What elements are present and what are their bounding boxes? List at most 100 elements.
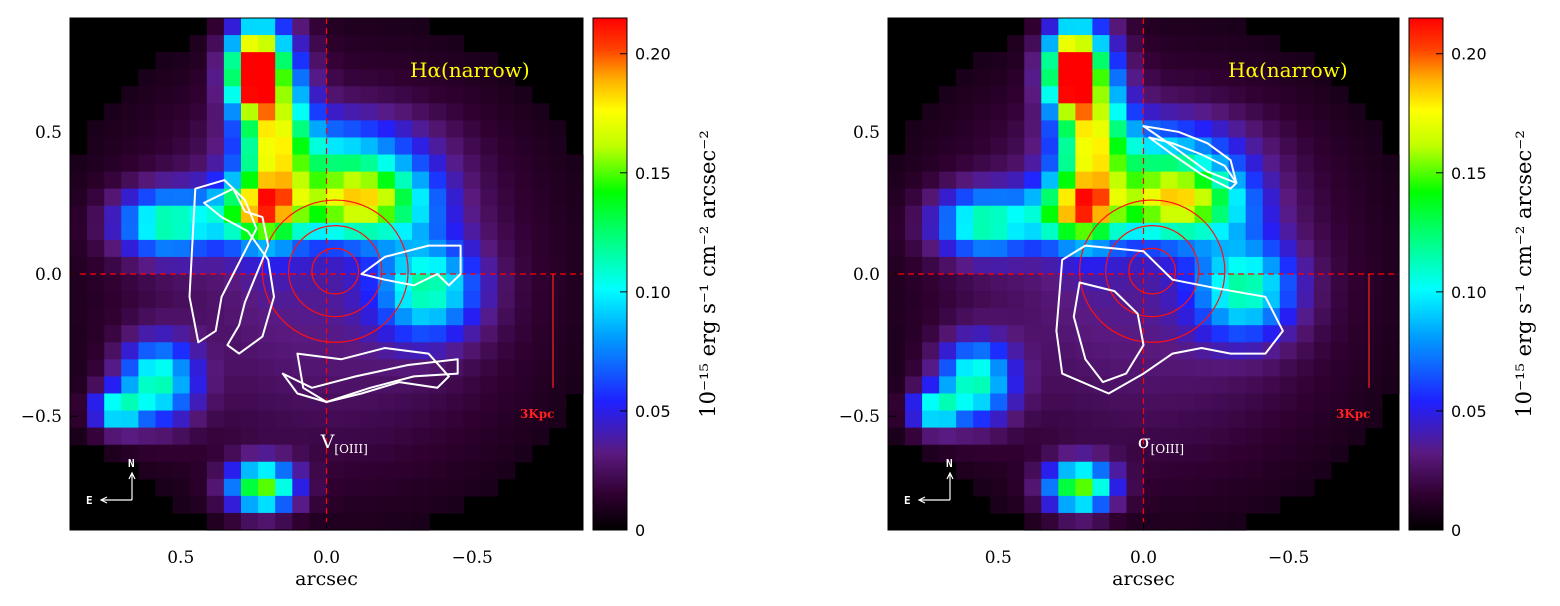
map-pixel — [394, 495, 413, 514]
map-pixel — [888, 188, 906, 207]
map-pixel — [1296, 205, 1315, 224]
map-pixel — [360, 154, 379, 173]
map-pixel — [548, 274, 567, 292]
map-pixel — [497, 137, 516, 156]
map-pixel — [1330, 86, 1349, 104]
map-pixel — [531, 222, 550, 241]
map-pixel — [480, 461, 499, 480]
map-pixel — [531, 427, 550, 446]
map-pixel — [429, 137, 447, 156]
map-pixel — [1177, 239, 1196, 258]
map-pixel — [990, 308, 1008, 326]
map-pixel — [1075, 308, 1093, 326]
map-pixel — [1313, 205, 1332, 224]
map-pixel — [990, 274, 1008, 292]
map-pixel — [360, 171, 379, 190]
map-pixel — [905, 120, 923, 139]
map-pixel — [394, 291, 413, 309]
map-pixel — [1313, 154, 1332, 173]
map-pixel — [206, 478, 225, 497]
colorbar-title: 10⁻¹⁵ erg s⁻¹ cm⁻² arcsec⁻² — [1512, 130, 1536, 418]
map-pixel — [138, 120, 157, 139]
map-pixel — [172, 376, 191, 395]
map-pixel — [548, 256, 567, 275]
map-pixel — [429, 120, 447, 139]
map-pixel — [309, 18, 328, 36]
map-pixel — [360, 18, 379, 36]
map-pixel — [189, 103, 208, 121]
map-pixel — [1007, 154, 1025, 173]
x-tick-label: −0.5 — [1268, 548, 1309, 568]
map-pixel — [1126, 205, 1145, 224]
map-pixel — [394, 359, 413, 377]
map-pixel — [1194, 35, 1213, 53]
map-pixel — [206, 154, 225, 173]
map-pixel — [412, 512, 430, 531]
colorbar-tick-label: 0.15 — [635, 164, 671, 183]
map-pixel — [446, 154, 464, 173]
map-pixel — [548, 376, 567, 395]
map-pixel — [309, 86, 328, 104]
map-pixel — [1296, 427, 1315, 446]
east-arrowhead — [917, 496, 926, 504]
map-pixel — [1194, 222, 1213, 241]
map-pixel — [87, 274, 105, 292]
map-pixel — [412, 239, 430, 258]
map-pixel — [258, 120, 276, 139]
map-pixel — [104, 325, 122, 343]
map-pixel — [1194, 427, 1213, 446]
map-pixel — [343, 444, 362, 463]
map-pixel — [1245, 120, 1264, 139]
map-pixel — [172, 444, 191, 463]
map-pixel — [189, 274, 208, 292]
map-pixel — [1075, 52, 1093, 70]
map-pixel — [1177, 86, 1196, 104]
map-pixel — [1075, 478, 1093, 497]
map-pixel — [412, 137, 430, 156]
map-pixel — [990, 103, 1008, 121]
map-pixel — [206, 274, 225, 292]
map-pixel — [1058, 18, 1076, 36]
map-pixel — [446, 359, 464, 377]
map-pixel — [275, 478, 293, 497]
map-pixel — [1381, 171, 1400, 190]
north-arrowhead — [128, 471, 136, 480]
map-pixel — [888, 222, 906, 241]
psf-circle — [311, 247, 360, 295]
map-pixel — [172, 410, 191, 429]
map-pixel — [343, 495, 362, 514]
map-pixel — [1058, 103, 1076, 121]
map-pixel — [412, 154, 430, 173]
map-pixel — [394, 52, 413, 70]
map-pixel — [1194, 444, 1213, 463]
colorbar-tick-label: 0.15 — [1451, 164, 1487, 183]
map-pixel — [138, 342, 157, 360]
map-pixel — [1160, 359, 1179, 377]
map-pixel — [309, 188, 328, 207]
map-pixel — [1262, 103, 1281, 121]
map-pixel — [1058, 495, 1076, 514]
map-pixel — [548, 154, 567, 173]
map-pixel — [1058, 478, 1076, 497]
map-pixel — [1381, 205, 1400, 224]
map-pixel — [377, 120, 396, 139]
map-pixel — [1058, 274, 1076, 292]
map-pixel — [565, 274, 584, 292]
map-pixel — [1109, 274, 1128, 292]
map-pixel — [1194, 291, 1213, 309]
map-pixel — [531, 393, 550, 412]
map-pixel — [326, 342, 345, 360]
map-pixel — [1228, 359, 1247, 377]
map-pixel — [531, 256, 550, 275]
map-pixel — [343, 188, 362, 207]
map-pixel — [292, 103, 310, 121]
map-pixel — [1279, 376, 1298, 395]
map-pixel — [514, 239, 533, 258]
map-pixel — [939, 325, 957, 343]
map-pixel — [241, 86, 259, 104]
map-pixel — [292, 239, 310, 258]
map-pixel — [1313, 427, 1332, 446]
map-pixel — [223, 86, 242, 104]
map-pixel — [1296, 325, 1315, 343]
